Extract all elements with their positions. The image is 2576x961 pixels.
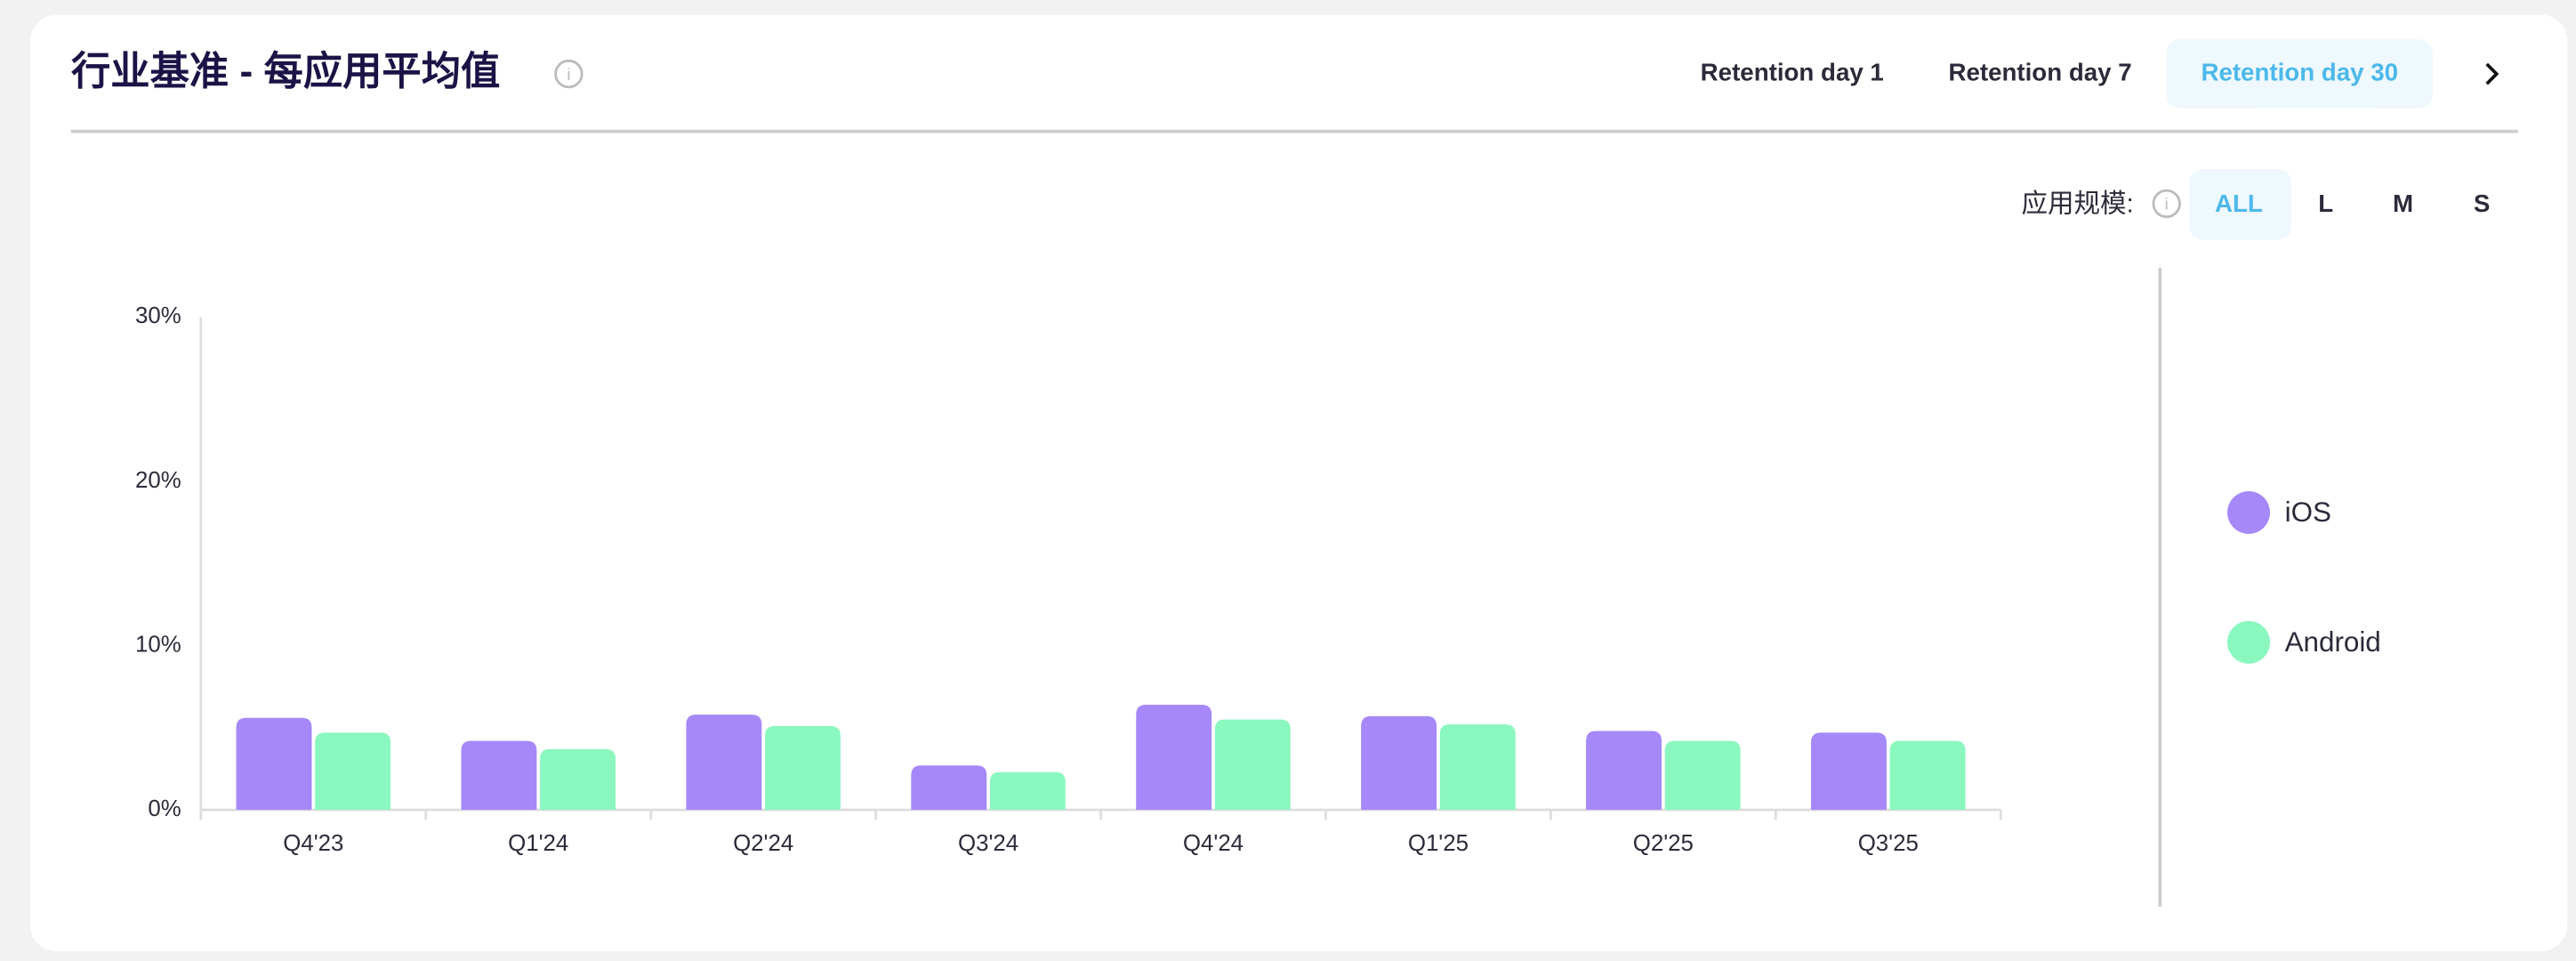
tab[interactable]: Retention day 7: [1948, 58, 2131, 85]
active-filter-bg: [2189, 169, 2291, 240]
y-tick-label: 0%: [148, 796, 181, 821]
bar: [1439, 724, 1516, 811]
x-tick-label: Q1'24: [508, 831, 568, 856]
bar: [911, 765, 987, 811]
svg-text:i: i: [2165, 195, 2169, 214]
bar: [315, 732, 391, 811]
svg-text:i: i: [567, 65, 570, 84]
legend-swatch: [2227, 491, 2270, 534]
legend-swatch: [2227, 620, 2270, 664]
legend-label: iOS: [2285, 497, 2331, 528]
bar: [1811, 732, 1887, 811]
bar: [989, 771, 1066, 811]
filter-option[interactable]: S: [2474, 190, 2490, 217]
x-tick-label: Q4'23: [283, 831, 343, 856]
bar: [461, 740, 537, 811]
active-tab-bg: [2166, 39, 2433, 109]
x-tick-label: Q4'24: [1183, 831, 1244, 856]
x-tick-label: Q3'24: [958, 831, 1018, 856]
bar: [1214, 719, 1291, 811]
next-arrow[interactable]: [2485, 62, 2500, 85]
info-icon[interactable]: i: [554, 59, 584, 89]
bar: [686, 715, 762, 811]
bar: [1586, 731, 1662, 811]
filter-option[interactable]: ALL: [2215, 190, 2263, 217]
filter-option[interactable]: M: [2393, 190, 2413, 217]
filter-label: 应用规模:: [2022, 190, 2134, 219]
bar: [765, 726, 841, 811]
card: [29, 14, 2568, 951]
tab[interactable]: Retention day 30: [2201, 58, 2398, 85]
x-tick-label: Q2'25: [1633, 831, 1694, 856]
x-tick-label: Q3'25: [1858, 831, 1919, 856]
bar: [236, 717, 312, 811]
x-tick-label: Q1'25: [1408, 831, 1469, 856]
bar: [1889, 740, 1966, 811]
y-tick-label: 20%: [135, 468, 181, 493]
title: 行业基准 - 每应用平均值: [71, 50, 500, 93]
bar: [1361, 715, 1437, 811]
bar: [540, 748, 616, 811]
bar: [1136, 705, 1212, 811]
info-icon[interactable]: i: [2152, 189, 2181, 219]
bar: [1664, 740, 1741, 811]
filter-option[interactable]: L: [2318, 190, 2333, 217]
y-tick-label: 30%: [135, 303, 181, 328]
y-tick-label: 10%: [135, 632, 181, 657]
x-tick-label: Q2'24: [733, 831, 793, 856]
legend-label: Android: [2285, 626, 2381, 658]
tab[interactable]: Retention day 1: [1701, 58, 1884, 85]
